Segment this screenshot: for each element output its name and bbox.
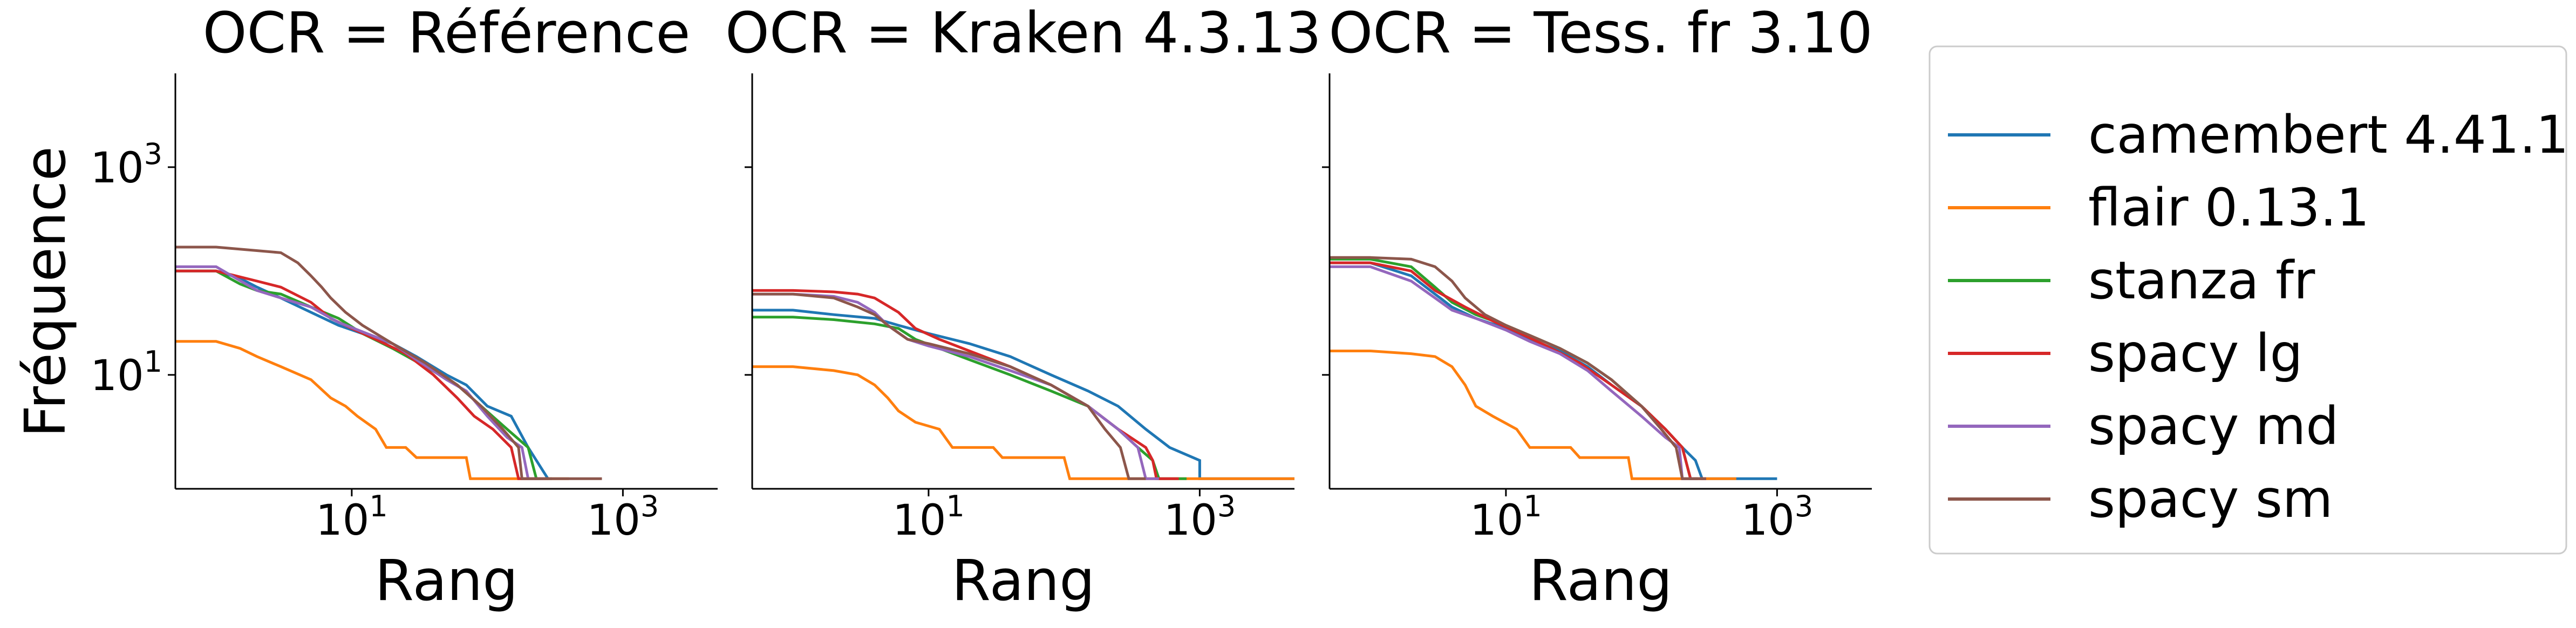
series-line-flair-0-13-1 (1330, 350, 1736, 480)
series-line-spacy-lg (752, 289, 1179, 480)
legend-box (1928, 45, 2567, 555)
series-line-flair-0-13-1 (175, 340, 569, 480)
x-axis-label: Rang (1529, 548, 1673, 613)
y-axis-label: Fréquence (12, 146, 78, 438)
x-tick-label: 103 (1741, 489, 1814, 545)
series-line-stanza-fr (752, 316, 1187, 480)
x-axis-label: Rang (375, 548, 519, 613)
panel-1: 101 103 103 101 OCR = Référence Rang Fréquence (12, 0, 718, 613)
x-axis-label: Rang (952, 548, 1095, 613)
legend: camembert 4.41.1 flair 0.13.1 stanza fr spa… (1928, 45, 2569, 555)
series-line-spacy-sm (1330, 256, 1706, 480)
x-tick-label: 103 (587, 489, 659, 545)
y-tick-label: 101 (90, 345, 162, 400)
x-tick-label: 101 (316, 489, 388, 545)
series-line-spacy-sm (752, 292, 1146, 480)
x-tick-label: 101 (1470, 489, 1542, 545)
legend-label: flair 0.13.1 (2088, 178, 2369, 238)
y-tick-label: 103 (90, 137, 162, 193)
series-line-camembert-4-41-1 (752, 309, 1294, 480)
series-line-camembert-4-41-1 (1330, 261, 1777, 480)
legend-label: spacy sm (2088, 469, 2333, 529)
legend-label: camembert 4.41.1 (2088, 105, 2569, 165)
panel-title: OCR = Référence (203, 0, 691, 66)
panel-2: 101 103 OCR = Kraken 4.3.13 Rang (725, 0, 1321, 613)
series-line-spacy-md (752, 292, 1159, 480)
legend-label: spacy md (2088, 396, 2339, 456)
legend-label: spacy lg (2088, 323, 2303, 384)
panel-3: 101 103 OCR = Tess. fr 3.10 Rang (1322, 0, 1873, 613)
legend-label: stanza fr (2088, 250, 2315, 311)
panel-title: OCR = Kraken 4.3.13 (725, 0, 1321, 66)
series-line-spacy-sm (175, 245, 602, 480)
x-tick-label: 103 (1164, 489, 1236, 545)
series-line-spacy-lg (1330, 261, 1706, 480)
panel-title: OCR = Tess. fr 3.10 (1328, 0, 1872, 66)
series-line-flair-0-13-1 (752, 365, 1294, 480)
x-tick-label: 101 (892, 489, 965, 545)
series-line-spacy-lg (175, 269, 548, 480)
chart-panels: 101 103 103 101 OCR = Référence Rang Fréquence… (12, 0, 1873, 613)
